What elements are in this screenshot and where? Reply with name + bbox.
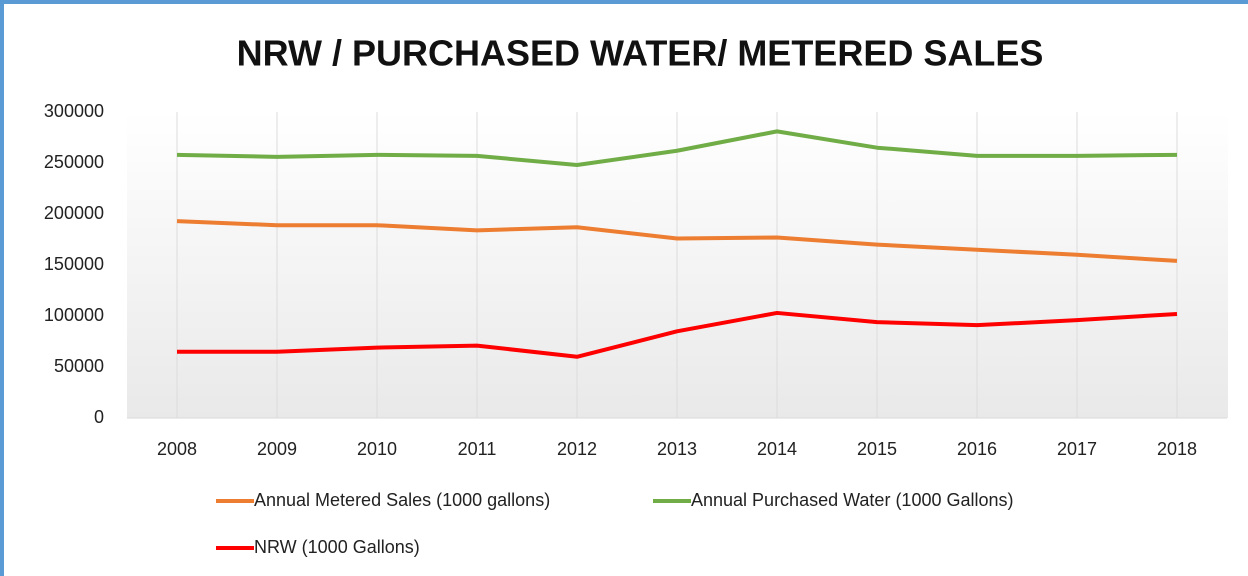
x-tick-label: 2018 [1157, 439, 1197, 459]
y-tick-label: 300000 [44, 101, 104, 121]
y-tick-label: 0 [94, 407, 104, 427]
series-line [176, 129, 1178, 168]
x-tick-label: 2009 [257, 439, 297, 459]
y-tick-label: 50000 [54, 356, 104, 376]
y-tick-label: 100000 [44, 305, 104, 325]
legend-label: NRW (1000 Gallons) [254, 537, 420, 557]
x-tick-label: 2008 [157, 439, 197, 459]
x-tick-label: 2016 [957, 439, 997, 459]
series-line [176, 219, 1178, 263]
y-tick-label: 250000 [44, 152, 104, 172]
y-tick-label: 200000 [44, 203, 104, 223]
x-tick-label: 2015 [857, 439, 897, 459]
x-tick-label: 2012 [557, 439, 597, 459]
x-tick-label: 2010 [357, 439, 397, 459]
y-tick-label: 150000 [44, 254, 104, 274]
legend-label: Annual Metered Sales (1000 gallons) [254, 490, 550, 510]
chart-title: NRW / PURCHASED WATER/ METERED SALES [237, 33, 1044, 74]
x-tick-label: 2011 [458, 439, 497, 459]
series-line [177, 310, 1178, 359]
x-tick-label: 2017 [1057, 439, 1097, 459]
x-tick-label: 2013 [657, 439, 697, 459]
legend-label: Annual Purchased Water (1000 Gallons) [691, 490, 1014, 510]
x-tick-label: 2014 [757, 439, 797, 459]
